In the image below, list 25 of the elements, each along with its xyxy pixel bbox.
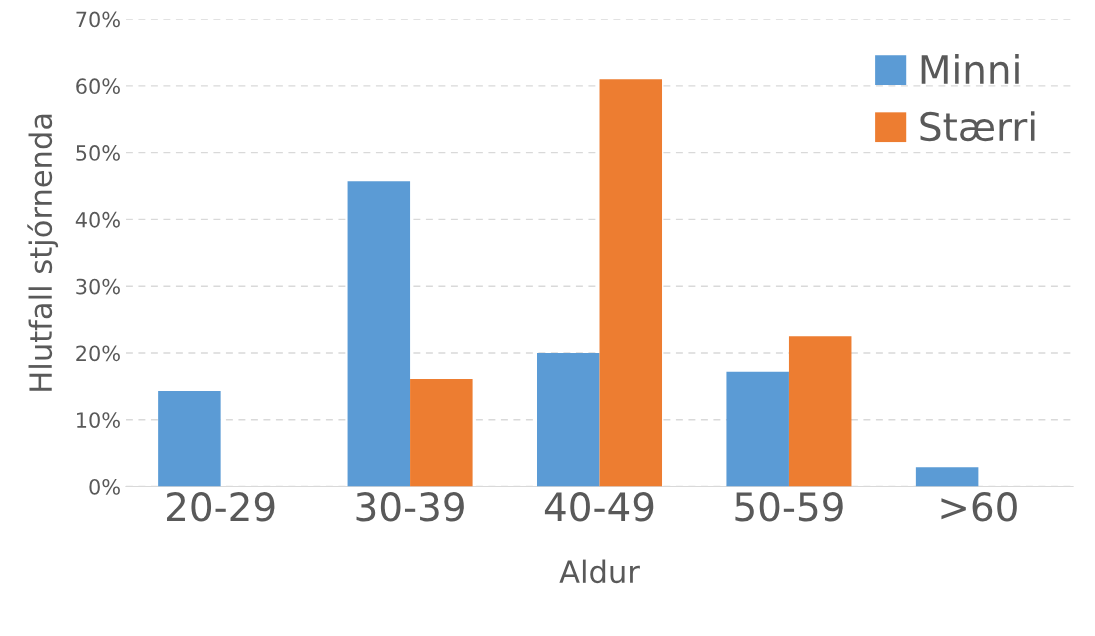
x-tick-label: 40-49 [544, 492, 654, 522]
x-tick-label: 30-39 [356, 492, 464, 522]
legend-label: Stærri [920, 111, 1035, 142]
bar [788, 336, 852, 487]
y-tick-label: 70% [76, 11, 120, 28]
bar [410, 379, 473, 487]
y-tick-label: 50% [76, 145, 120, 161]
y-tick-label: 40% [75, 211, 120, 228]
x-tick-label: >60 [941, 492, 1017, 522]
bar [158, 391, 221, 487]
bar [915, 467, 979, 487]
x-tick-label: 50-59 [735, 492, 843, 522]
y-tick-label: 30% [76, 278, 120, 295]
x-axis-title: Aldur [559, 559, 640, 584]
y-tick-label: 10% [77, 412, 120, 428]
bar [599, 79, 663, 487]
y-tick-label: 60% [76, 78, 120, 95]
y-tick-label: 20% [76, 345, 120, 362]
legend-label: Minni [921, 54, 1019, 84]
bar [537, 352, 600, 487]
bar [347, 181, 411, 487]
x-tick-label: 20-29 [166, 492, 275, 522]
bar [726, 371, 789, 487]
y-axis-title: Hlutfall stjórnenda [27, 114, 59, 391]
y-tick-label: 0% [89, 478, 120, 495]
